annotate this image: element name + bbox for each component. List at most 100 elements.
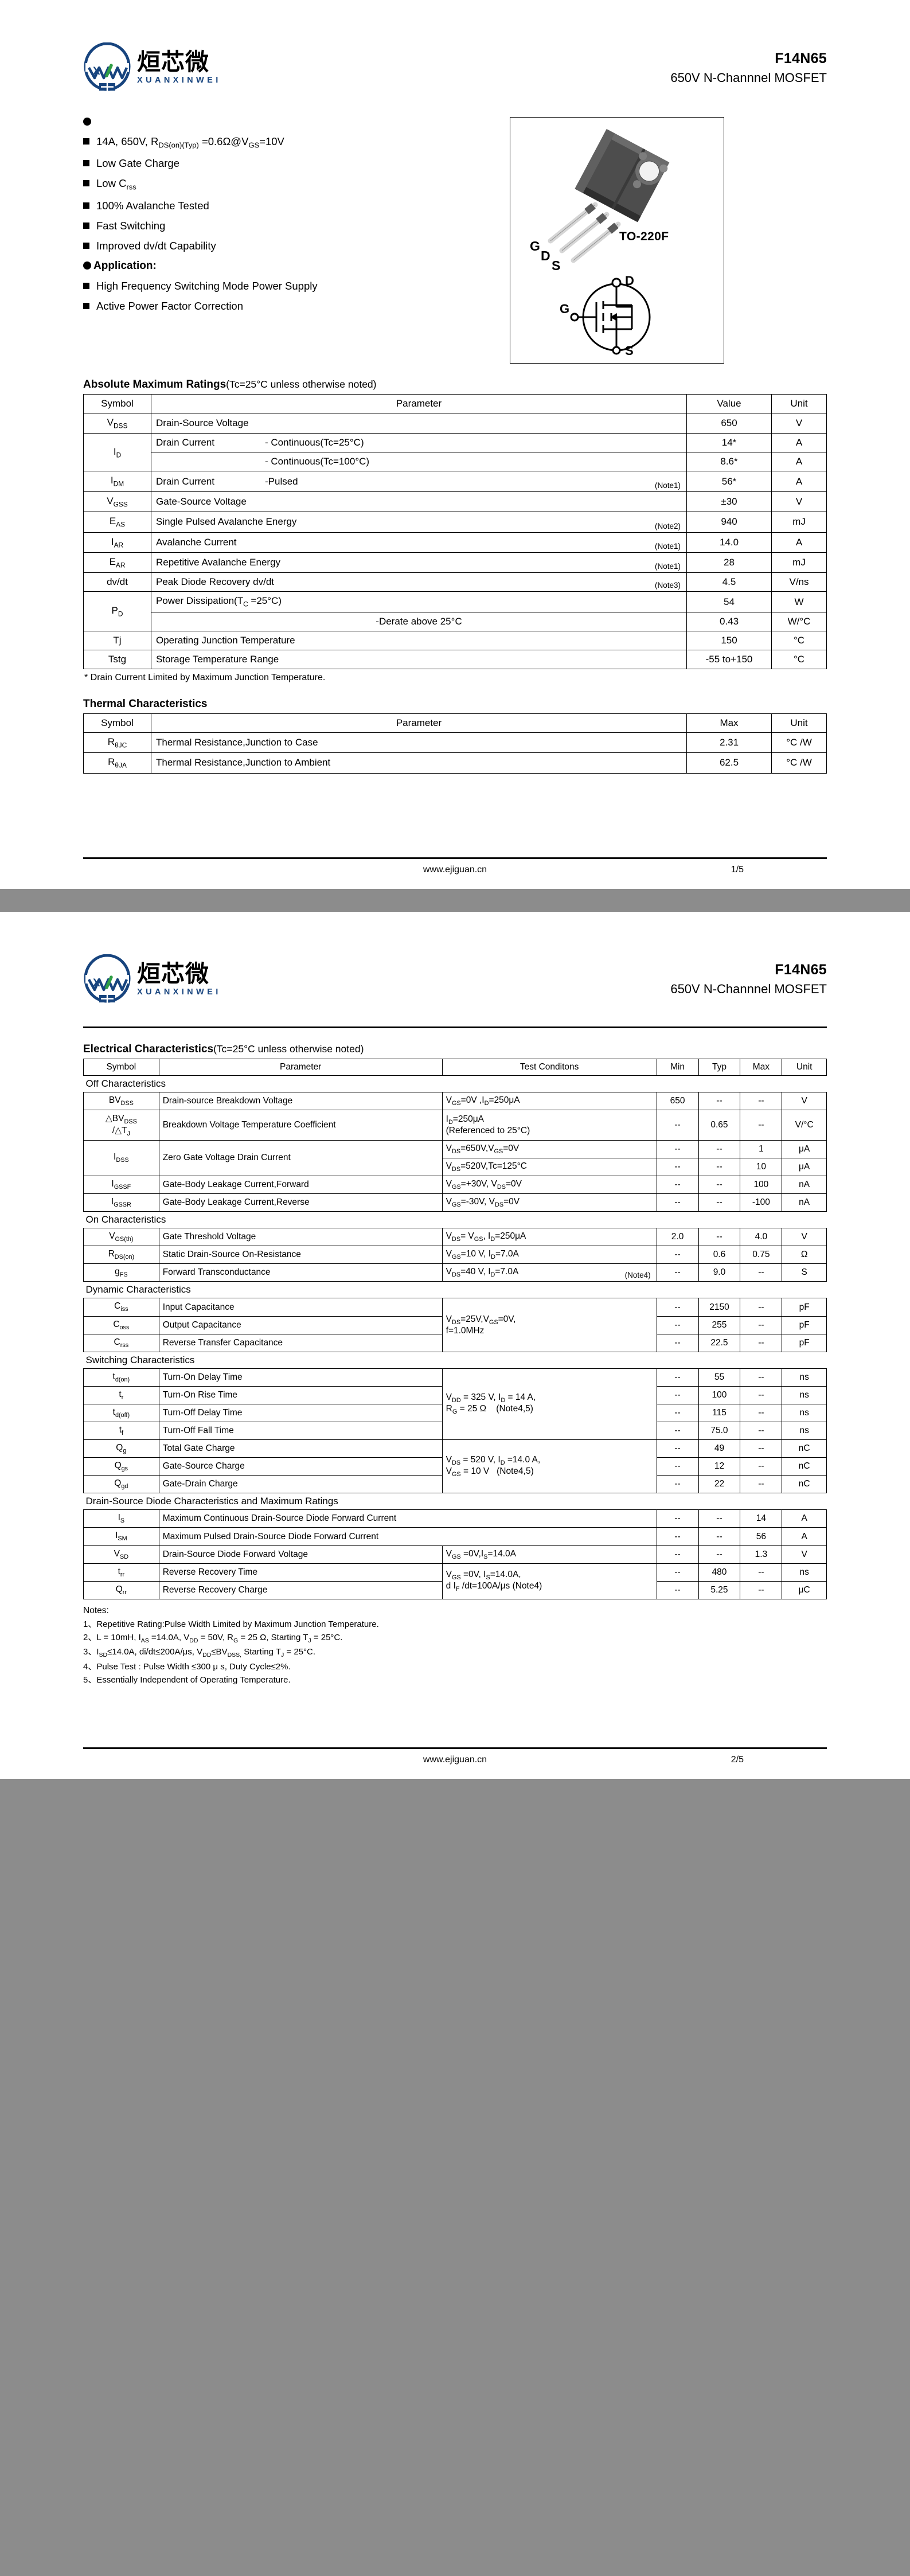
cell-value: 940 [686,512,772,533]
col-symbol: Symbol [83,394,151,413]
part-subtitle: 650V N-Channnel MOSFET [670,982,827,997]
footer-divider [83,857,827,859]
param-condition: - Continuous(Tc=100°C) [265,456,370,467]
cell-parameter: Turn-Off Delay Time [158,1403,443,1423]
cell-symbol: VGS(th) [83,1228,159,1247]
thermal-characteristics-title: Thermal Characteristics [83,697,208,710]
table-row: td(off) Turn-Off Delay Time -- 115 -- ns [83,1403,827,1423]
cell-unit: Ω [782,1246,827,1264]
cell-symbol: VGSS [83,491,151,513]
cell-unit: pF [782,1333,827,1352]
col-max: Max [740,1058,783,1076]
param-name: Drain Current [156,475,215,487]
cell-unit: V/ns [771,572,827,592]
cell-typ: 0.6 [698,1246,741,1264]
page-1-footer: www.ejiguan.cn 1/5 [0,857,910,889]
col-parameter: Parameter [151,713,687,733]
cell-symbol: VSD [83,1545,159,1564]
cell-typ: 5.25 [698,1580,741,1599]
cell-max: 100 [740,1175,783,1195]
cell-conditions: VDS=25V,VGS=0V, f=1.0MHz [442,1298,657,1352]
cell-value: 4.5 [686,572,772,592]
cell-parameter: Drain-source Breakdown Voltage [158,1091,443,1110]
notes-title: Notes: [83,1605,109,1615]
page-2: X 烜芯微 XUANXINWEI F14N65 650V N-Channnel … [0,911,910,1779]
cell-symbol: PD [83,591,151,631]
table-row: Coss Output Capacitance -- 255 -- pF [83,1316,827,1334]
cell-min: -- [656,1580,699,1599]
cell-typ: -- [698,1091,741,1110]
cell-max: -- [740,1298,783,1317]
cell-unit: pF [782,1298,827,1317]
cell-typ: -- [698,1139,741,1158]
pin-label-s: S [552,258,560,273]
cell-max: -- [740,1333,783,1352]
group-label-diode: Drain-Source Diode Characteristics and M… [83,1493,827,1511]
group-label-on: On Characteristics [83,1211,827,1229]
table-row: IDM Drain Current -Pulsed (Note1) 56* A [83,471,827,492]
brand-block: X 烜芯微 XUANXINWEI [83,42,221,93]
cell-conditions: VDD = 325 V, ID = 14 A, RG = 25 Ω (Note4,… [442,1368,657,1441]
elec-title-note: (Tc=25°C unless otherwise noted) [213,1043,364,1055]
cell-unit: mJ [771,552,827,573]
table-row: IS Maximum Continuous Drain-Source Diode… [83,1509,827,1528]
footer-url: www.ejiguan.cn [423,1755,487,1765]
cell-symbol: ID [83,433,151,472]
col-parameter: Parameter [158,1058,443,1076]
cell-unit: °C [771,630,827,650]
pin-label-g: G [530,239,540,253]
cell-max: -- [740,1109,783,1141]
param-name: Avalanche Current [156,536,237,548]
cell-unit: A [782,1509,827,1528]
cell-min: -- [656,1333,699,1352]
cell-min: 2.0 [656,1228,699,1247]
col-unit: Unit [771,394,827,413]
feature-label: Low Gate Charge [96,157,180,170]
cell-value: 0.43 [686,611,772,631]
cell-parameter: Single Pulsed Avalanche Energy (Note2) [151,512,687,533]
group-header-row: Off Characteristics [83,1075,827,1092]
datasheet-document: X 烜芯微 XUANXINWEI F14N65 650V N-Channnel … [0,0,910,1779]
table-row: Qgs Gate-Source Charge -- 12 -- nC [83,1457,827,1476]
lead-collar-icon [584,203,619,234]
page-1: X 烜芯微 XUANXINWEI F14N65 650V N-Channnel … [0,0,910,889]
cell-unit: A [782,1527,827,1546]
feature-item: 100% Avalanche Tested [83,200,485,212]
cell-parameter: Maximum Pulsed Drain-Source Diode Forwar… [158,1527,657,1546]
cell-parameter: Gate-Drain Charge [158,1475,443,1494]
cell-typ: -- [698,1509,741,1528]
cell-unit: V [782,1545,827,1564]
feature-item: Improved dv/dt Capability [83,240,485,252]
table-row: △BVDSS/△TJ Breakdown Voltage Temperature… [83,1109,827,1141]
group-label-switching: Switching Characteristics [83,1351,827,1369]
group-header-row: Drain-Source Diode Characteristics and M… [83,1493,827,1511]
note-item: 2、L = 10mH, IAS =14.0A, VDD = 50V, RG = … [83,1633,343,1645]
cell-unit: V/°C [782,1109,827,1141]
feature-item: Fast Switching [83,220,485,232]
cell-parameter: Drain-Source Voltage [151,412,687,434]
param-condition: -Pulsed [265,475,298,487]
table-row: ISM Maximum Pulsed Drain-Source Diode Fo… [83,1527,827,1546]
cell-value: 650 [686,412,772,434]
cell-typ: 22.5 [698,1333,741,1352]
cell-conditions: VDS=520V,Tc=125°C [442,1157,657,1176]
cond-text: VDS=40 V, ID=7.0A [446,1267,519,1279]
cell-symbol: EAS [83,512,151,533]
table-row: IGSSR Gate-Body Leakage Current,Reverse … [83,1193,827,1212]
feature-label: Low Crss [96,177,136,192]
cell-symbol: Qgd [83,1475,159,1494]
col-value: Value [686,394,772,413]
cell-max: -- [740,1439,783,1458]
feature-item: 14A, 650V, RDS(on)(Typ) =0.6Ω@VGS=10V [83,135,485,150]
cell-parameter: Repetitive Avalanche Energy (Note1) [151,552,687,573]
cell-unit: W/°C [771,611,827,631]
feature-item: Low Crss [83,177,485,192]
col-symbol: Symbol [83,1058,159,1076]
table-row: PD Power Dissipation(TC =25°C) 54 W [83,591,827,631]
absolute-max-ratings-table: Symbol Parameter Value Unit VDSS Drain-S… [83,394,827,669]
cell-parameter: Static Drain-Source On-Resistance [158,1246,443,1264]
cell-min: -- [656,1298,699,1317]
cell-unit: nA [782,1175,827,1195]
cell-min: 650 [656,1091,699,1110]
cell-unit: A [771,532,827,553]
